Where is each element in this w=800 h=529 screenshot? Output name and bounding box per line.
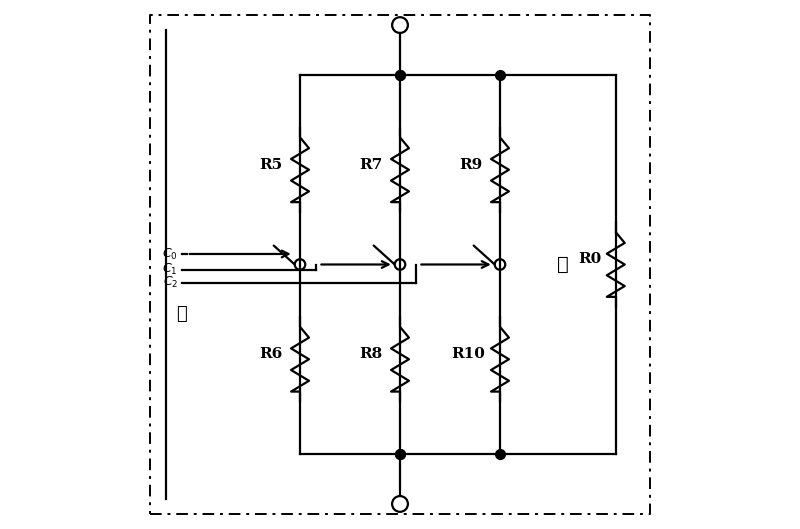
- Text: R10: R10: [451, 347, 486, 361]
- Text: R6: R6: [259, 347, 282, 361]
- Text: R7: R7: [359, 158, 382, 171]
- Text: $C_0$: $C_0$: [162, 247, 178, 261]
- Text: $C_2$: $C_2$: [162, 276, 178, 290]
- Text: ⋮: ⋮: [176, 305, 187, 323]
- Text: R5: R5: [259, 158, 282, 171]
- Text: R8: R8: [359, 347, 382, 361]
- Text: R9: R9: [459, 158, 482, 171]
- Text: ⋯: ⋯: [558, 256, 569, 273]
- Text: $C_1$: $C_1$: [162, 262, 178, 277]
- Text: R0: R0: [578, 252, 601, 266]
